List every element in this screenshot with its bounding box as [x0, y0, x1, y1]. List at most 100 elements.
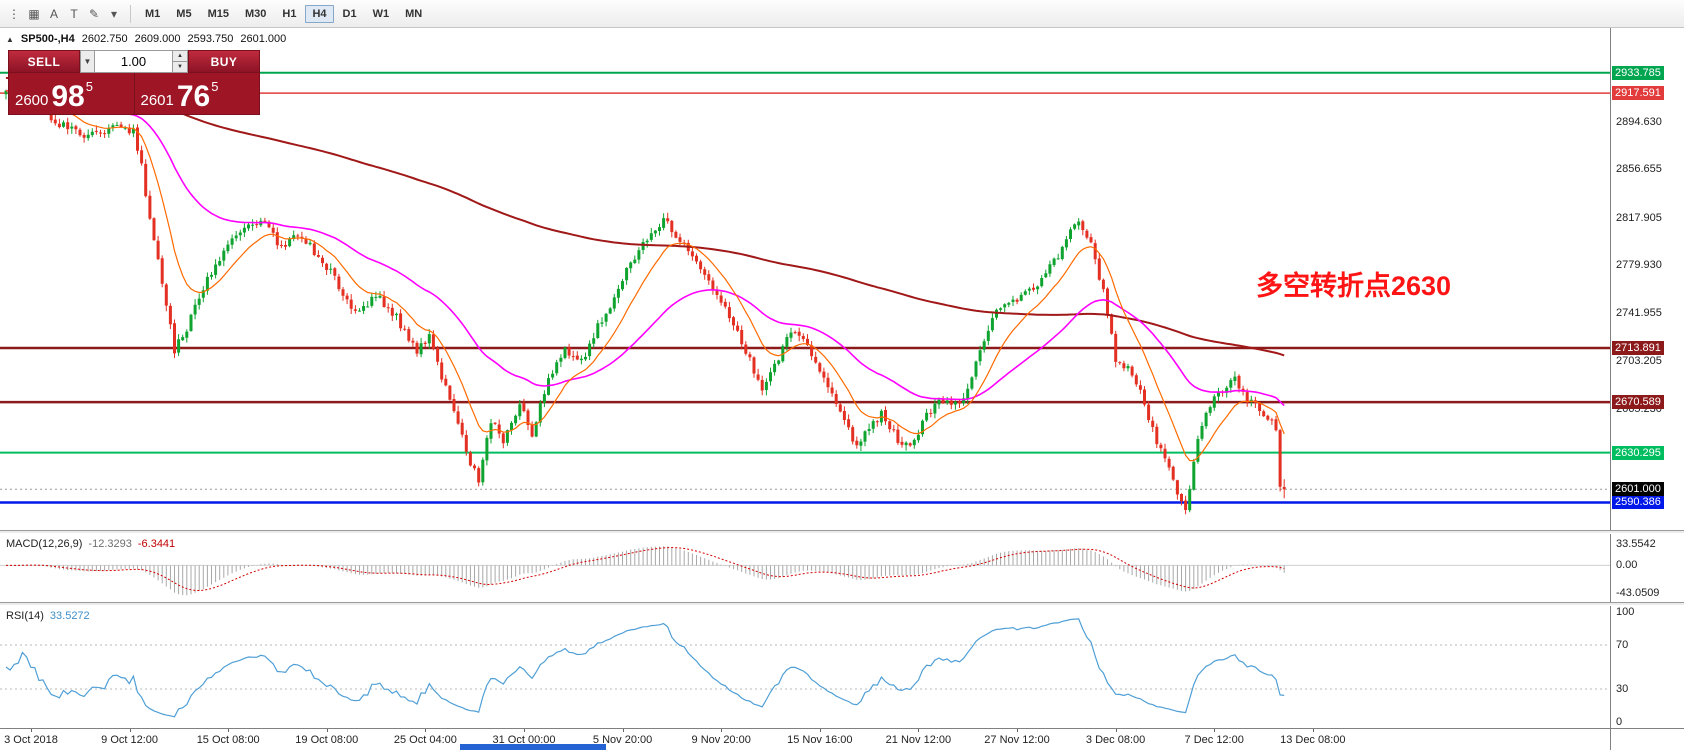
panel-splitter-rsi[interactable] [0, 602, 1684, 606]
ask-quote-display[interactable]: 2601 76 5 [133, 73, 260, 115]
time-axis-label: 3 Oct 2018 [4, 734, 58, 746]
bid-pip-digit: 5 [85, 79, 93, 94]
macd-name: MACD(12,26,9) [6, 538, 83, 550]
time-axis-label: 13 Dec 08:00 [1280, 734, 1346, 746]
time-axis-tick [622, 729, 624, 732]
rsi-indicator-label: RSI(14) 33.5272 [6, 610, 90, 622]
ask-pip-digit: 5 [211, 79, 219, 94]
level-price-label: 2713.891 [1612, 341, 1664, 355]
time-axis-label: 27 Nov 12:00 [984, 734, 1050, 746]
rsi-value: 33.5272 [49, 610, 90, 622]
timeframe-button-m5[interactable]: M5 [176, 7, 192, 20]
volume-stepper: ▲ ▼ [173, 50, 188, 73]
toolbar: ⋮ ▦ A T ✎ ▾ M1 M5 M15 M30 H1 H4 D1 W1 MN [0, 0, 1684, 28]
price-axis-label: 2703.205 [1616, 355, 1662, 367]
symbol-ohlc-bar: ▲ SP500-,H4 2602.750 2609.000 2593.750 2… [6, 33, 286, 45]
time-axis-label: 9 Oct 12:00 [101, 734, 159, 746]
volume-step-up[interactable]: ▲ [173, 51, 187, 62]
time-axis-tick [1017, 729, 1018, 732]
taskbar-fragment [460, 744, 606, 750]
price-axis-label: 2817.905 [1616, 212, 1662, 224]
time-axis-tick [1214, 729, 1216, 732]
volume-step-down[interactable]: ▼ [173, 62, 187, 72]
toolbar-grip-handle[interactable]: ⋮ [8, 6, 20, 21]
text-box-t-icon[interactable]: T [70, 6, 78, 21]
symbol-label: SP500-,H4 [20, 33, 75, 45]
macd-scale-label: -43.0509 [1616, 587, 1660, 599]
timeframe-button-d1[interactable]: D1 [342, 7, 357, 20]
timeframe-button-h1[interactable]: H1 [282, 7, 297, 20]
time-axis-label: 15 Nov 16:00 [787, 734, 853, 746]
sell-button[interactable]: SELL [8, 50, 80, 73]
trade-panel-toggle-icon[interactable]: ▲ [6, 34, 14, 44]
ask-big-digits: 76 [176, 79, 211, 113]
macd-main-value: -12.3293 [88, 538, 132, 550]
time-axis-tick [721, 729, 723, 732]
toolbar-separator [130, 4, 131, 23]
chart-annotation-text[interactable]: 多空转折点2630 [1256, 271, 1452, 301]
time-axis-tick [819, 729, 821, 732]
timeframe-button-m30[interactable]: M30 [244, 7, 267, 20]
ohlc-close: 2601.000 [240, 33, 287, 45]
level-price-label: 2670.589 [1612, 395, 1664, 409]
price-axis-label: 2894.630 [1616, 116, 1662, 128]
ohlc-low: 2593.750 [187, 33, 234, 45]
time-axis-label: 9 Nov 20:00 [691, 734, 751, 746]
price-axis[interactable]: 2894.630 2856.655 2817.905 2779.930 2741.955… [1610, 28, 1684, 750]
price-axis-label: 2741.955 [1616, 307, 1662, 319]
price-axis-label: 2856.655 [1616, 163, 1662, 175]
timeframe-button-w1[interactable]: W1 [372, 7, 390, 20]
time-axis-label: 5 Nov 20:00 [592, 734, 653, 746]
level-price-label: 2917.591 [1612, 86, 1664, 100]
time-axis-tick [524, 729, 525, 732]
time-axis-tick [1115, 729, 1117, 732]
volume-input[interactable] [95, 50, 173, 73]
buy-button[interactable]: BUY [188, 50, 260, 73]
time-axis-tick [31, 729, 32, 732]
timeframe-button-m1[interactable]: M1 [145, 7, 161, 20]
time-axis-label: 3 Dec 08:00 [1085, 734, 1146, 746]
ohlc-high: 2609.000 [134, 33, 181, 45]
time-axis[interactable]: 3 Oct 2018 9 Oct 12:00 15 Oct 08:00 19 Oct … [0, 728, 1684, 750]
draw-objects-icon[interactable]: ✎ [88, 6, 100, 21]
timeframe-button-h4[interactable]: H4 [305, 4, 334, 23]
rsi-scale-label: 70 [1616, 639, 1629, 651]
panel-splitter-macd[interactable] [0, 530, 1684, 534]
timeframe-button-mn[interactable]: MN [405, 7, 423, 20]
rsi-scale-label: 30 [1616, 683, 1629, 695]
level-price-label: 2933.785 [1612, 66, 1664, 80]
rsi-scale-label: 0 [1616, 716, 1623, 728]
macd-signal-value: -6.3441 [137, 538, 176, 550]
objects-dropdown-caret[interactable]: ▾ [110, 6, 118, 21]
time-axis-tick [918, 729, 920, 732]
crosshair-grid-icon[interactable]: ▦ [28, 6, 40, 21]
time-axis-tick [425, 729, 427, 732]
bid-prefix: 2600 [15, 92, 49, 110]
ask-prefix: 2601 [140, 92, 174, 110]
one-click-trade-panel: SELL ▼ ▲ ▼ BUY 2600 98 5 2601 76 5 [8, 50, 260, 115]
time-axis-label: 31 Oct 00:00 [492, 734, 556, 746]
rsi-scale-label: 100 [1616, 606, 1635, 618]
level-price-label: 2630.295 [1612, 446, 1664, 460]
time-axis-label: 25 Oct 04:00 [393, 734, 457, 746]
macd-scale-label: 33.5542 [1616, 538, 1656, 550]
macd-indicator-label: MACD(12,26,9) -12.3293 -6.3441 [6, 538, 175, 550]
volume-dropdown-caret[interactable]: ▼ [80, 50, 95, 73]
bid-quote-display[interactable]: 2600 98 5 [8, 73, 134, 115]
macd-scale-label: 0.00 [1616, 559, 1638, 571]
current-price-label: 2601.000 [1612, 482, 1664, 496]
trade-panel-controls: SELL ▼ ▲ ▼ BUY [8, 50, 260, 73]
text-label-a-icon[interactable]: A [49, 6, 58, 21]
time-axis-tick [1312, 729, 1314, 732]
time-axis-tick [228, 729, 230, 732]
time-axis-label: 21 Nov 12:00 [885, 734, 952, 746]
toolbar-icon-group: ⋮ ▦ A T ✎ ▾ [4, 4, 124, 24]
time-axis-label: 19 Oct 08:00 [295, 734, 359, 746]
timeframe-button-m15[interactable]: M15 [207, 7, 229, 20]
time-axis-tick [326, 729, 328, 732]
level-price-label: 2590.386 [1612, 495, 1664, 509]
price-axis-label: 2779.930 [1616, 259, 1662, 271]
timeframe-button-group: M1 M5 M15 M30 H1 H4 D1 W1 MN [137, 4, 430, 23]
